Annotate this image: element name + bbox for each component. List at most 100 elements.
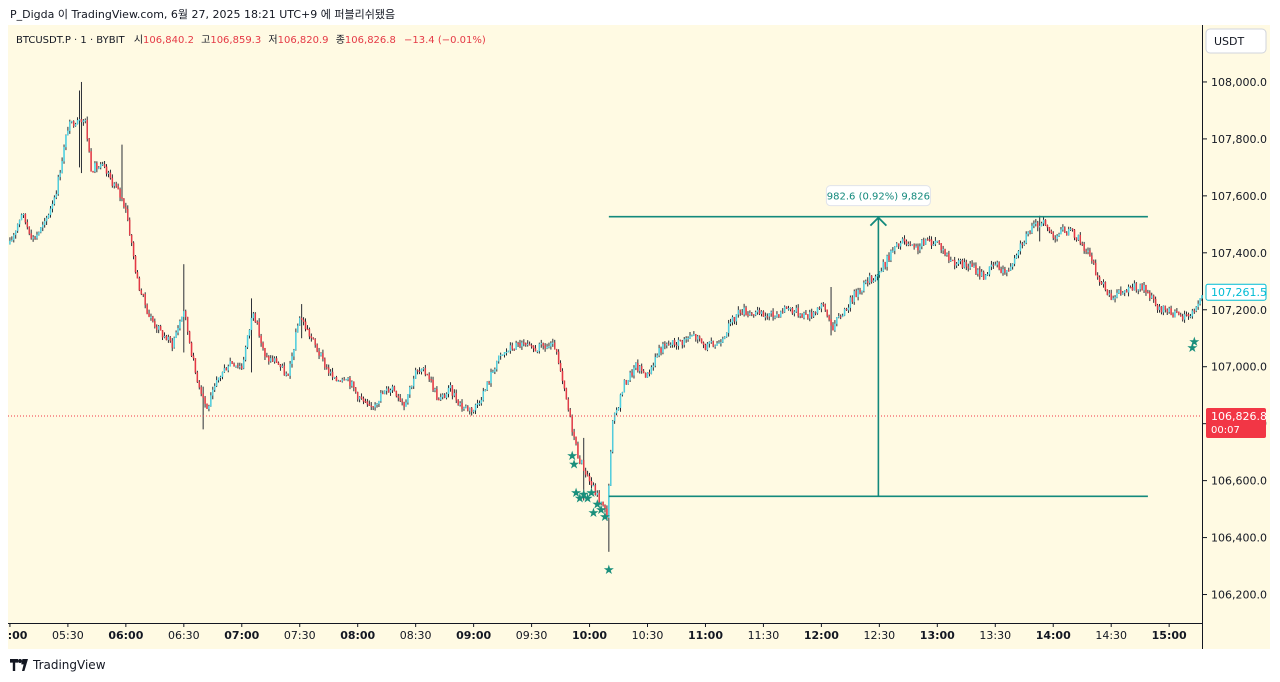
candle [992,261,995,269]
last-price-badge: 106,826.8 00:07 [1206,408,1267,439]
candle-body [1181,316,1184,320]
candle [810,308,813,319]
candle [287,373,289,376]
candle [944,248,946,257]
candle [40,227,42,234]
candle [652,362,655,371]
candle [704,343,707,351]
candle-body [1174,311,1176,317]
candle [393,385,396,392]
candle [92,170,94,173]
candle-body [654,357,656,366]
candle-body [430,379,432,381]
candle-body [436,389,438,400]
candle-body [470,407,473,412]
candle-body [463,407,465,410]
candle-body [735,314,738,322]
candle-body [217,377,220,381]
candle [936,240,939,243]
candle-body [331,371,334,378]
candle-body [49,208,52,216]
candle [109,169,112,180]
candle-body [644,372,647,378]
price-range-measure[interactable]: 982.6 (0.92%) 9,826 [608,185,1148,498]
candle [320,352,322,357]
candle-body [834,323,836,331]
candle-body [907,243,910,246]
candle-body [242,359,245,369]
candle [768,313,770,321]
candle-body [656,355,658,358]
candle-body [789,308,792,310]
candle-body [988,266,991,275]
candle [1127,284,1130,297]
candle-body [254,313,257,323]
candle-body [944,249,946,255]
candle-body [13,234,15,241]
candle [1135,282,1138,293]
currency-label[interactable]: USDT [1214,35,1245,48]
candle-body [816,307,819,314]
chart-panel[interactable]: 982.6 (0.92%) 9,826 ★ ★ ★ ★ ★ ★ ★ ★ ★ ★ ★ ★ ★ ★ 106,2… [0,25,1270,649]
star-icon: ★ [582,492,594,507]
candle [1193,308,1196,314]
candle-body [198,381,201,388]
candle [1060,226,1062,235]
candle-body [781,311,784,313]
candle [706,342,709,352]
candle [534,345,537,352]
candle [774,315,776,320]
candle [426,373,429,376]
candle [420,368,423,375]
candle [505,348,508,356]
candle-body [496,361,498,370]
candle [741,308,743,316]
star-icon: ★ [603,563,615,578]
candle-body [857,289,859,298]
candle [1201,295,1203,302]
candle-body [915,246,917,248]
candle-body [952,259,954,262]
candle [1168,306,1170,314]
candle [329,369,332,376]
candle-body [378,400,380,404]
candle-body [215,380,218,387]
candle [708,341,711,348]
candle [262,341,264,351]
candle [654,353,656,368]
candle [322,349,324,362]
candle [331,367,334,381]
currency-button-bg[interactable] [1205,28,1267,54]
candle [1141,283,1143,291]
candle-body [662,344,664,353]
candle [679,339,682,342]
candle [200,385,202,397]
candle-body [1201,295,1203,299]
brand-footer[interactable]: TradingView [10,657,106,673]
candle-body [445,393,448,398]
candle [785,306,788,310]
candle-body [260,335,262,344]
candle [382,390,384,395]
candle [1058,232,1060,237]
candle-body [306,328,309,331]
candle-body [934,240,937,245]
candle-body [109,172,112,179]
candle-body [42,224,44,228]
candle [30,229,32,240]
candle-body [712,341,714,347]
candle [867,277,869,287]
price-chart[interactable]: 982.6 (0.92%) 9,826 ★★★★★★★★★★★★★★ 106,2… [0,25,1270,649]
candle [845,307,848,312]
candle [86,116,88,142]
candle-body [426,374,429,376]
candle [894,246,896,255]
candle [443,393,446,399]
candle-body [552,342,554,344]
tradingview-logo-icon [10,659,28,671]
currency-button[interactable]: USDT [1205,28,1267,54]
candle-body [113,183,116,186]
candle-body [733,316,736,322]
candle-body [1100,281,1103,285]
candle-body [229,361,231,367]
